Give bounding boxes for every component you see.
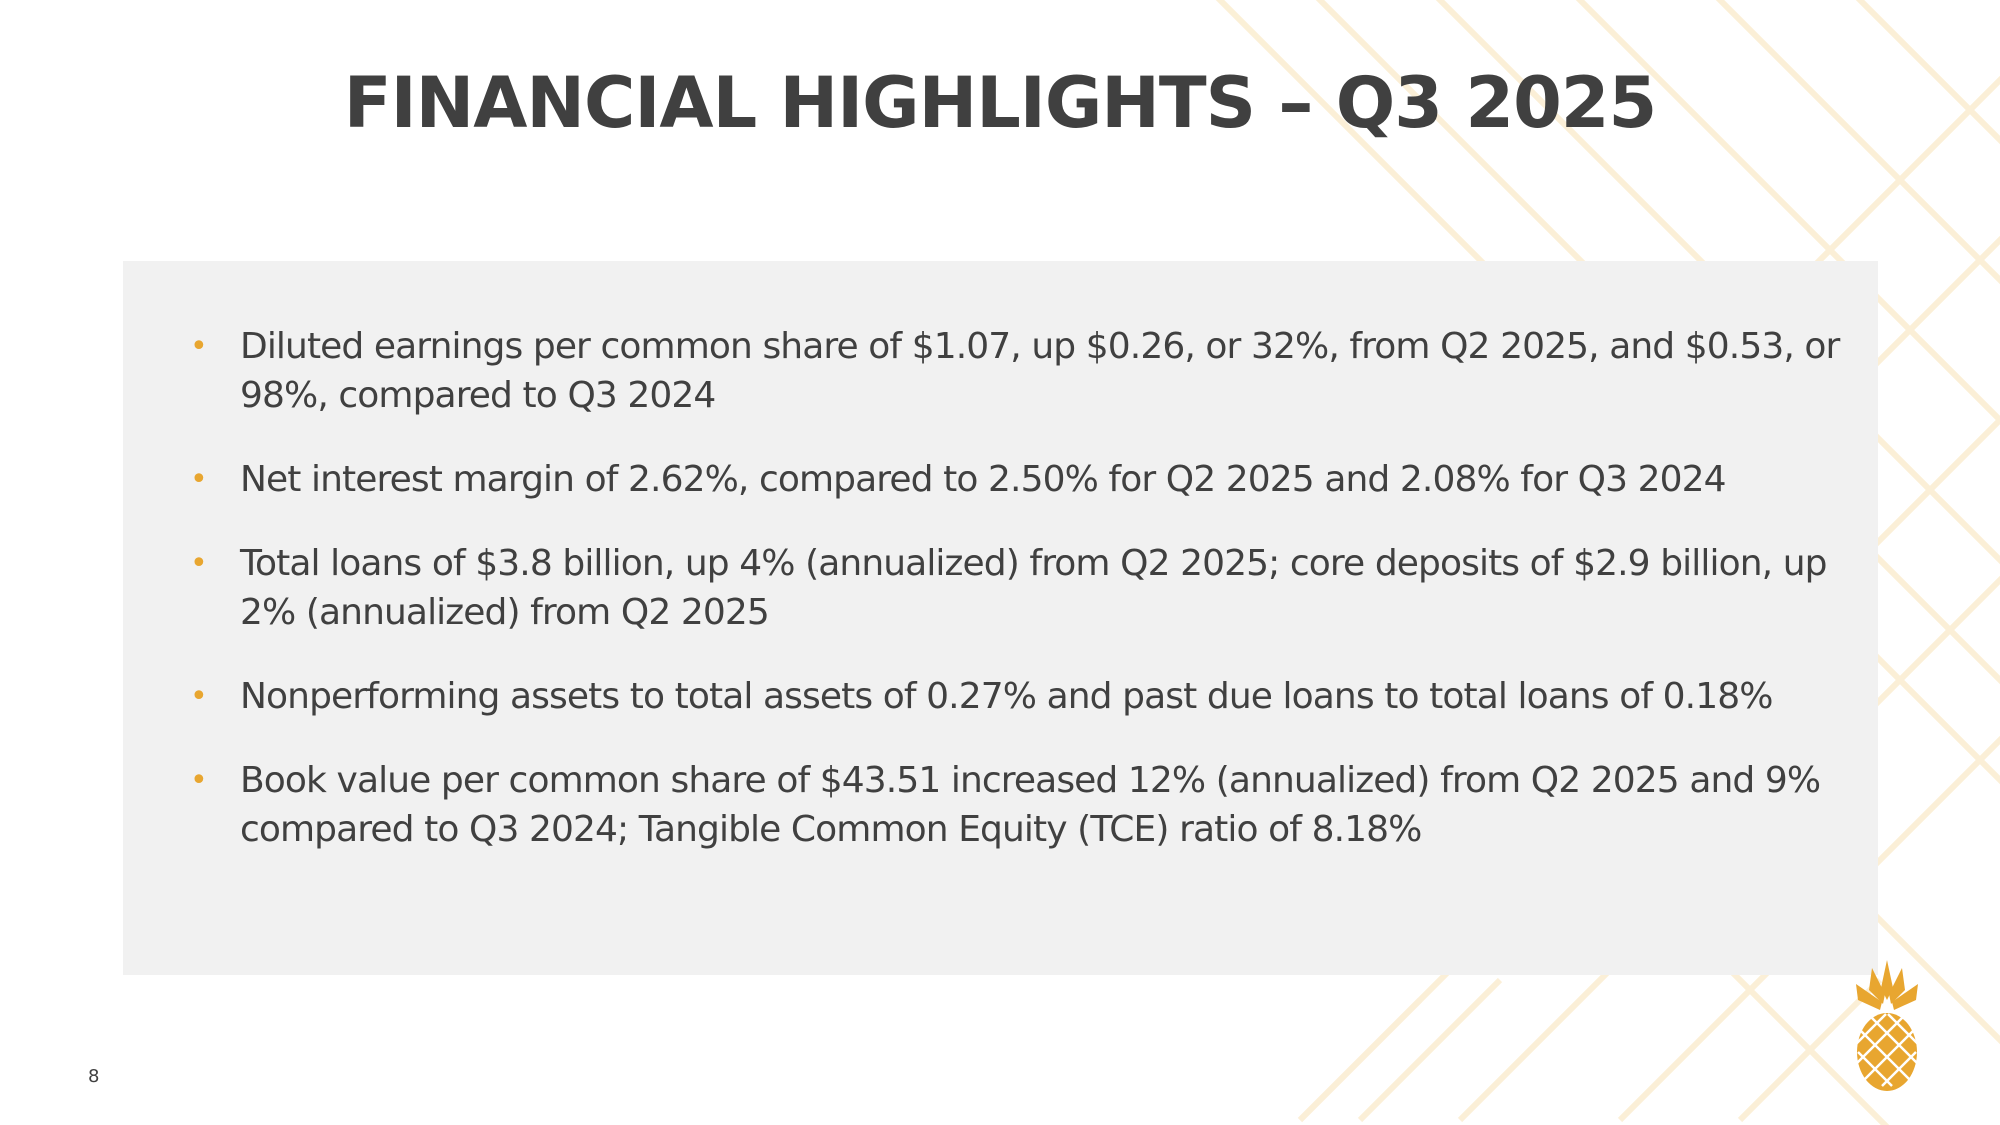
bullet-icon: •: [190, 462, 208, 497]
list-item: • Net interest margin of 2.62%, compared…: [188, 455, 1848, 504]
bullet-icon: •: [190, 546, 208, 581]
page-title: FINANCIAL HIGHLIGHTS – Q3 2025: [343, 62, 1657, 144]
list-item: • Nonperforming assets to total assets o…: [188, 672, 1848, 721]
list-item: • Diluted earnings per common share of $…: [188, 322, 1848, 420]
bullet-icon: •: [190, 329, 208, 364]
list-item: • Book value per common share of $43.51 …: [188, 756, 1848, 854]
highlights-panel: [123, 261, 1878, 975]
page-number: 8: [88, 1066, 100, 1087]
bullet-icon: •: [190, 679, 208, 714]
bullet-text: Nonperforming assets to total assets of …: [240, 676, 1773, 717]
list-item: • Total loans of $3.8 billion, up 4% (an…: [188, 539, 1848, 637]
bullet-text: Diluted earnings per common share of $1.…: [240, 326, 1840, 416]
bullet-text: Net interest margin of 2.62%, compared t…: [240, 459, 1727, 500]
pineapple-icon: [1855, 960, 1919, 1091]
bullet-text: Book value per common share of $43.51 in…: [240, 760, 1821, 850]
bullet-icon: •: [190, 763, 208, 798]
highlights-list: • Diluted earnings per common share of $…: [188, 322, 1848, 889]
bullet-text: Total loans of $3.8 billion, up 4% (annu…: [240, 543, 1827, 633]
